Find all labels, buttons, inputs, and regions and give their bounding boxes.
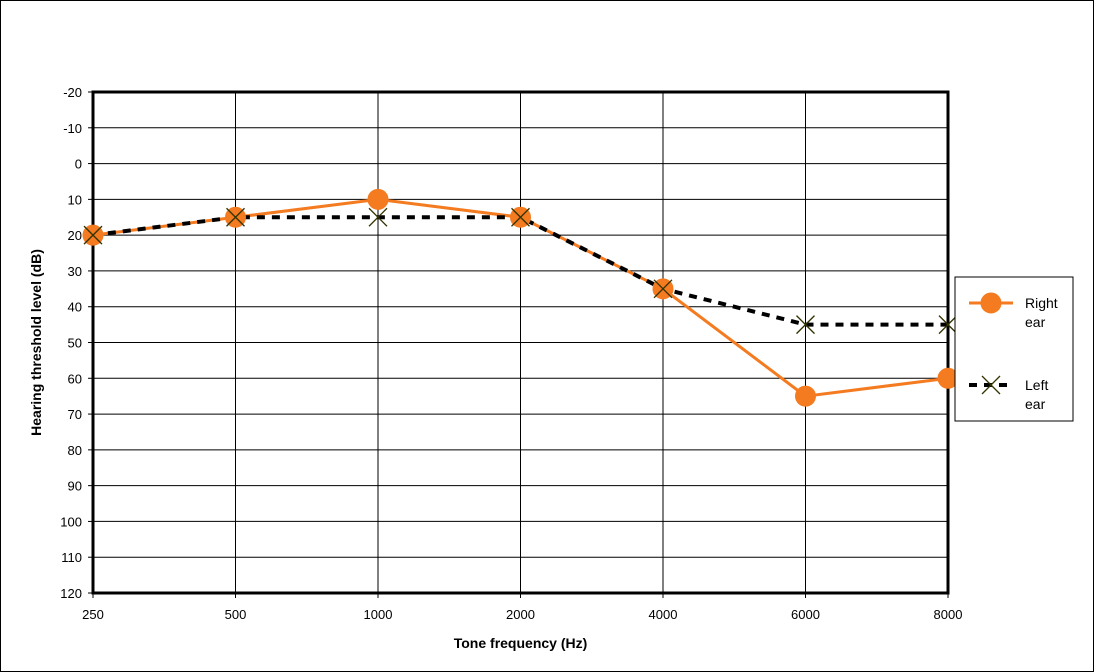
x-tick-label: 4000	[649, 607, 678, 622]
y-tick-label: 110	[61, 550, 82, 565]
x-marker-stroke	[938, 315, 958, 335]
legend: Right ear Left ear	[954, 276, 1074, 422]
x-tick-label: 250	[82, 607, 104, 622]
y-tick-label: 50	[68, 336, 82, 351]
x-tick-label: 500	[225, 607, 247, 622]
series-markers	[82, 188, 959, 407]
x-marker-stroke	[368, 207, 388, 227]
y-tick-label: 80	[68, 443, 82, 458]
x-tick-label: 2000	[506, 607, 535, 622]
series-1-point	[368, 207, 388, 227]
x-axis-title: Tone frequency (Hz)	[454, 635, 588, 651]
legend-label: Right	[1025, 295, 1058, 311]
x-marker-stroke	[226, 207, 245, 227]
grid	[92, 91, 949, 594]
legend-label: ear	[1025, 396, 1046, 412]
series-1-point	[653, 279, 673, 299]
y-tick-label: 10	[68, 192, 82, 207]
y-tick-label: 70	[68, 407, 82, 422]
x-marker-stroke	[653, 279, 673, 299]
y-axis-ticks: -20 -10 0 10 20 30 40 50 60 70 80 90 100 110 120	[60, 85, 93, 601]
legend-swatch-marker	[981, 375, 1001, 395]
series-1-point	[83, 225, 103, 245]
legend-label: ear	[1025, 314, 1046, 330]
y-tick-label: 60	[68, 371, 82, 386]
x-marker-stroke	[511, 207, 530, 227]
legend-label: Left	[1025, 377, 1048, 393]
x-tick-label: 6000	[791, 607, 820, 622]
y-axis-title: Hearing threshold level (dB)	[28, 249, 44, 436]
series-0-point	[795, 385, 816, 407]
x-marker-stroke	[83, 225, 103, 245]
series-1-point	[226, 207, 245, 227]
y-tick-label: 30	[68, 264, 82, 279]
y-tick-label: 40	[68, 300, 82, 315]
legend-swatch-marker	[980, 292, 1002, 314]
x-tick-label: 8000	[934, 607, 963, 622]
series-0-point	[367, 188, 389, 210]
x-axis-ticks: 250 500 1000 2000 4000 6000 8000	[82, 593, 962, 622]
y-tick-label: 0	[75, 157, 82, 172]
x-marker-stroke	[981, 375, 1001, 395]
x-tick-label: 1000	[364, 607, 393, 622]
series-1-point	[796, 315, 815, 335]
x-marker-stroke	[796, 315, 815, 335]
y-tick-label: 100	[60, 514, 82, 529]
legend-box	[954, 276, 1074, 422]
y-tick-label: 120	[60, 586, 82, 601]
y-tick-label: 90	[68, 479, 82, 494]
series-1-point	[938, 315, 958, 335]
y-tick-label: -10	[63, 121, 82, 136]
series-1-point	[511, 207, 530, 227]
y-tick-label: -20	[63, 85, 82, 100]
y-tick-label: 20	[68, 228, 82, 243]
